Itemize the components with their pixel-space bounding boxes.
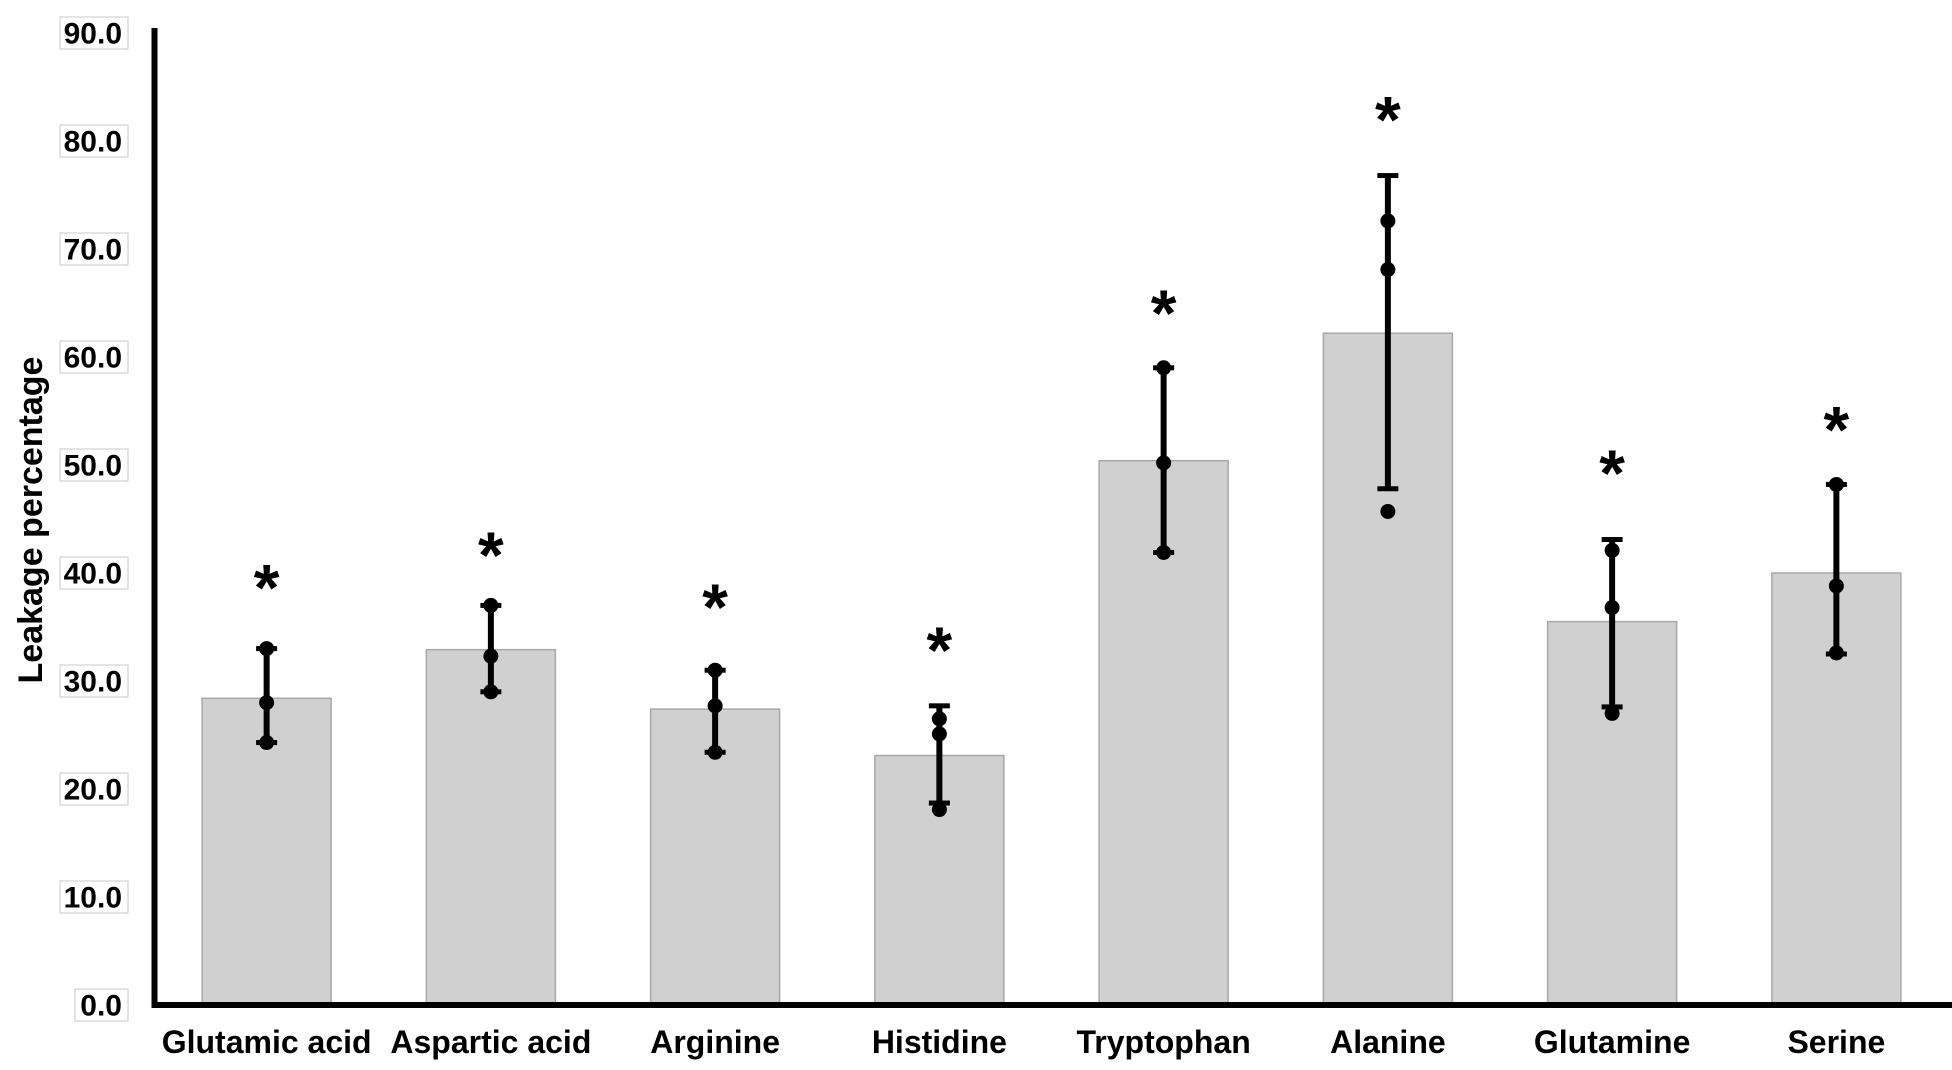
data-point-3-0 — [931, 711, 947, 727]
x-axis-line — [151, 1002, 1952, 1008]
x-tick-label-5: Alanine — [1330, 1024, 1446, 1060]
x-tick-label-6: Glutamine — [1534, 1024, 1690, 1060]
y-tick-box-8 — [59, 124, 129, 158]
data-point-2-2 — [707, 744, 723, 760]
data-point-4-2 — [1156, 544, 1172, 560]
significance-asterisk-1: * — [478, 518, 504, 592]
data-point-5-0 — [1380, 213, 1396, 229]
data-point-0-1 — [259, 695, 275, 711]
data-point-7-0 — [1828, 476, 1844, 492]
bar-1 — [425, 648, 557, 1006]
y-tick-label-3: 30.0 — [64, 666, 122, 699]
y-tick-box-3 — [59, 664, 129, 698]
y-tick-label-5: 50.0 — [64, 450, 122, 483]
data-point-3-1 — [931, 726, 947, 742]
x-tick-label-7: Serine — [1787, 1024, 1885, 1060]
x-tick-label-4: Tryptophan — [1077, 1024, 1251, 1060]
significance-asterisk-7: * — [1824, 393, 1850, 467]
data-point-2-0 — [707, 662, 723, 678]
significance-asterisk-4: * — [1151, 276, 1177, 350]
x-tick-label-3: Histidine — [872, 1024, 1007, 1060]
error-bar-5 — [1384, 175, 1391, 489]
y-tick-box-7 — [59, 232, 129, 266]
y-tick-box-2 — [59, 772, 129, 806]
data-point-1-1 — [483, 648, 499, 664]
y-tick-label-4: 40.0 — [64, 558, 122, 591]
y-tick-box-9 — [59, 16, 129, 50]
y-tick-label-6: 60.0 — [64, 342, 122, 375]
data-point-5-2 — [1380, 503, 1396, 519]
data-point-2-1 — [707, 698, 723, 714]
data-point-4-0 — [1156, 360, 1172, 376]
error-bar-7 — [1833, 484, 1840, 654]
data-point-4-1 — [1156, 455, 1172, 471]
error-bar-6 — [1609, 539, 1616, 707]
data-point-1-2 — [483, 684, 499, 700]
y-tick-label-8: 80.0 — [64, 126, 122, 159]
y-tick-box-1 — [59, 880, 129, 914]
y-axis-title: Leakage percentage — [12, 357, 50, 684]
data-point-1-0 — [483, 597, 499, 613]
error-bar-cap-top-3 — [928, 703, 950, 709]
significance-asterisk-3: * — [927, 613, 953, 687]
error-bar-1 — [487, 605, 494, 692]
significance-asterisk-6: * — [1599, 436, 1625, 510]
x-tick-label-0: Glutamic acid — [162, 1024, 372, 1060]
x-tick-label-1: Aspartic acid — [390, 1024, 591, 1060]
data-point-6-0 — [1604, 542, 1620, 558]
y-axis-line — [151, 28, 158, 1008]
data-point-6-1 — [1604, 600, 1620, 616]
y-tick-box-6 — [59, 340, 129, 374]
y-tick-label-1: 10.0 — [64, 882, 122, 915]
significance-asterisk-5: * — [1375, 83, 1401, 157]
significance-asterisk-2: * — [702, 570, 728, 644]
error-bar-cap-top-6 — [1601, 537, 1623, 543]
error-bar-cap-bottom-5 — [1377, 486, 1399, 492]
y-tick-label-7: 70.0 — [64, 234, 122, 267]
y-tick-box-4 — [59, 556, 129, 590]
data-point-3-2 — [931, 802, 947, 818]
y-tick-label-9: 90.0 — [64, 18, 122, 51]
data-point-6-2 — [1604, 705, 1620, 721]
y-tick-label-2: 20.0 — [64, 774, 122, 807]
y-tick-label-0: 0.0 — [80, 990, 122, 1023]
data-point-0-2 — [259, 735, 275, 751]
data-point-7-2 — [1828, 645, 1844, 661]
y-tick-box-5 — [59, 448, 129, 482]
x-tick-label-2: Arginine — [650, 1024, 780, 1060]
data-point-7-1 — [1828, 578, 1844, 594]
y-tick-box-0 — [74, 988, 129, 1022]
data-point-5-1 — [1380, 262, 1396, 278]
error-bar-cap-top-5 — [1377, 173, 1399, 179]
error-bar-3 — [936, 705, 943, 804]
significance-asterisk-0: * — [254, 550, 280, 624]
data-point-0-0 — [259, 641, 275, 657]
